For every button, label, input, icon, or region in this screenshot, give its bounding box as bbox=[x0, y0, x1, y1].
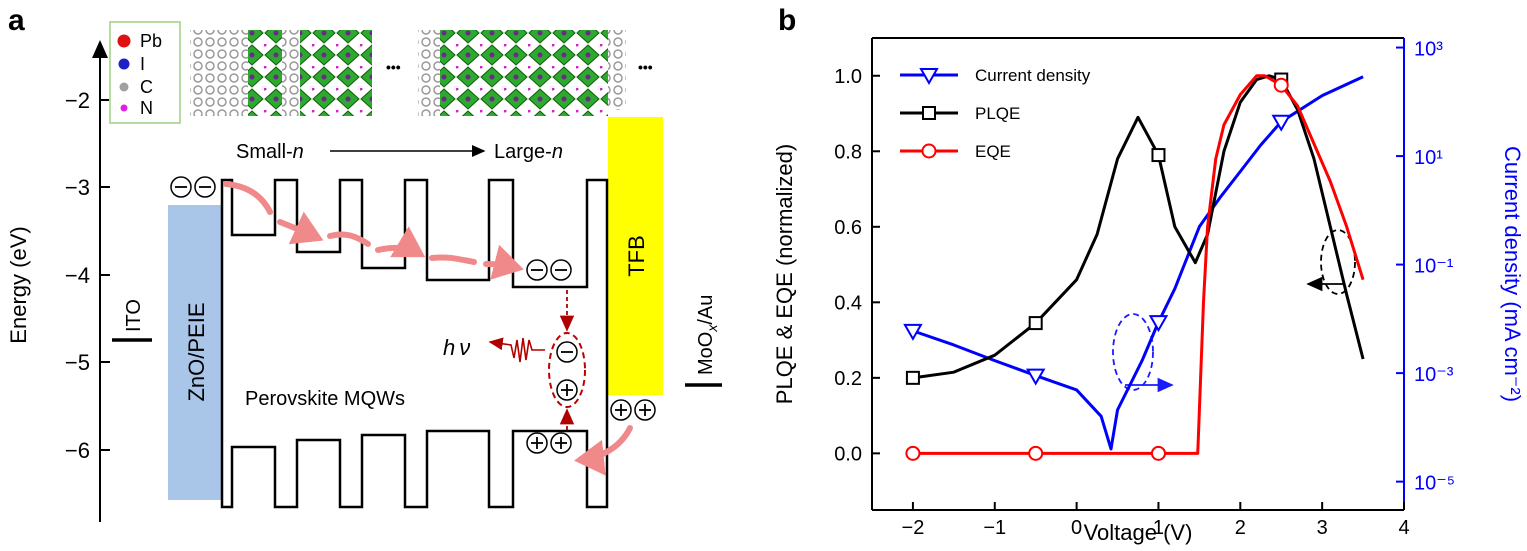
label-part: n bbox=[293, 141, 304, 163]
marker bbox=[1273, 77, 1289, 93]
marker bbox=[919, 68, 939, 86]
label-part: Small- bbox=[236, 141, 293, 163]
zno-label: ZnO/PEIE bbox=[184, 302, 209, 401]
atom-legend-label: Pb bbox=[140, 31, 162, 51]
x-tick-label: −2 bbox=[902, 517, 925, 539]
label-part: Large- bbox=[494, 141, 552, 163]
atom-dot bbox=[119, 82, 129, 92]
energy-tick-label: −5 bbox=[65, 350, 90, 375]
marker bbox=[1151, 148, 1166, 163]
ellipsis: ••• bbox=[386, 59, 401, 75]
x-tick-label: 0 bbox=[1071, 517, 1082, 539]
annotation-ellipse bbox=[1112, 313, 1154, 391]
energy-tick-label: −2 bbox=[65, 88, 90, 113]
label-part: n bbox=[552, 141, 563, 163]
x-tick-label: −1 bbox=[983, 517, 1006, 539]
y2-tick-label: 10³ bbox=[1414, 39, 1443, 61]
marker bbox=[1271, 114, 1291, 132]
x-tick-label: 2 bbox=[1235, 517, 1246, 539]
energy-tick-label: −3 bbox=[65, 175, 90, 200]
atom-legend-label: C bbox=[140, 77, 153, 97]
ellipsis: ••• bbox=[638, 59, 653, 75]
small-n-label: Small-n bbox=[236, 141, 304, 163]
series-line bbox=[912, 74, 1365, 380]
legend-label: Current density bbox=[975, 66, 1091, 85]
atom-legend-label: N bbox=[140, 98, 153, 118]
marker bbox=[1148, 315, 1169, 333]
electron bbox=[556, 341, 578, 363]
legend-label: PLQE bbox=[975, 104, 1020, 123]
atom-dot bbox=[117, 34, 131, 48]
series-line bbox=[912, 75, 1364, 451]
marker bbox=[905, 445, 921, 461]
hole bbox=[550, 432, 572, 454]
atom-dot bbox=[118, 58, 130, 70]
ito-label: ITO bbox=[123, 299, 145, 332]
label-part: x bbox=[704, 324, 720, 333]
x-tick-label: 4 bbox=[1398, 517, 1409, 539]
marker bbox=[1028, 316, 1043, 331]
electron bbox=[194, 176, 216, 198]
annotation-ellipse bbox=[1320, 229, 1356, 295]
mqw-bands bbox=[220, 178, 609, 509]
y-tick-label: 0.8 bbox=[834, 141, 862, 163]
label-part: MoO bbox=[695, 332, 717, 375]
panel-label: a bbox=[8, 4, 25, 37]
electron bbox=[550, 259, 572, 281]
electron bbox=[170, 176, 192, 198]
y2-axis-label: Current density (mA cm⁻²) bbox=[1500, 146, 1525, 402]
tfb-label: TFB bbox=[624, 235, 649, 277]
moox-label: MoOx/Au bbox=[695, 295, 720, 375]
electron bbox=[526, 259, 548, 281]
y-axis-label: PLQE & EQE (normalized) bbox=[772, 144, 797, 404]
x-tick-label: 3 bbox=[1317, 517, 1328, 539]
marker bbox=[921, 143, 937, 159]
zno-band bbox=[168, 205, 222, 500]
y2-tick-label: 10⁻³ bbox=[1414, 364, 1454, 386]
hole bbox=[556, 379, 578, 401]
label-part: h bbox=[443, 335, 455, 360]
y2-tick-label: 10⁻⁵ bbox=[1414, 473, 1455, 495]
marker bbox=[1150, 445, 1166, 461]
energy-tick-label: −4 bbox=[65, 263, 90, 288]
label-part: ν bbox=[459, 335, 470, 360]
hole bbox=[526, 432, 548, 454]
panel-label: b bbox=[778, 4, 796, 37]
marker bbox=[903, 323, 923, 341]
marker bbox=[905, 370, 920, 385]
x-axis-label: Voltage (V) bbox=[1084, 520, 1193, 545]
marker bbox=[1025, 368, 1046, 386]
label-part: /Au bbox=[695, 295, 717, 325]
energy-axis-label: Energy (eV) bbox=[6, 226, 31, 343]
exciton bbox=[548, 332, 586, 408]
tfb-band bbox=[608, 117, 663, 395]
crystal-structures bbox=[190, 30, 626, 116]
y-tick-label: 0.0 bbox=[834, 443, 862, 465]
y2-tick-label: 10¹ bbox=[1414, 147, 1443, 169]
y-tick-label: 0.6 bbox=[834, 217, 862, 239]
marker bbox=[922, 106, 936, 120]
atom-legend-label: I bbox=[140, 54, 145, 74]
photon bbox=[488, 337, 545, 363]
legend-label: EQE bbox=[975, 142, 1011, 161]
marker bbox=[1028, 445, 1044, 461]
y-tick-label: 0.4 bbox=[834, 292, 862, 314]
y-tick-label: 0.2 bbox=[834, 368, 862, 390]
series-line bbox=[912, 74, 1365, 455]
energy-ticks bbox=[100, 99, 110, 451]
atom-dot bbox=[120, 104, 128, 112]
y2-tick-label: 10⁻¹ bbox=[1414, 256, 1454, 278]
large-n-label: Large-n bbox=[494, 141, 563, 163]
energy-tick-label: −6 bbox=[65, 438, 90, 463]
hole bbox=[634, 399, 656, 421]
y-tick-label: 1.0 bbox=[834, 66, 862, 88]
hole bbox=[610, 399, 632, 421]
mqw-label: Perovskite MQWs bbox=[245, 388, 405, 410]
x-tick-label: 1 bbox=[1153, 517, 1164, 539]
transfer-arrows bbox=[223, 181, 633, 476]
